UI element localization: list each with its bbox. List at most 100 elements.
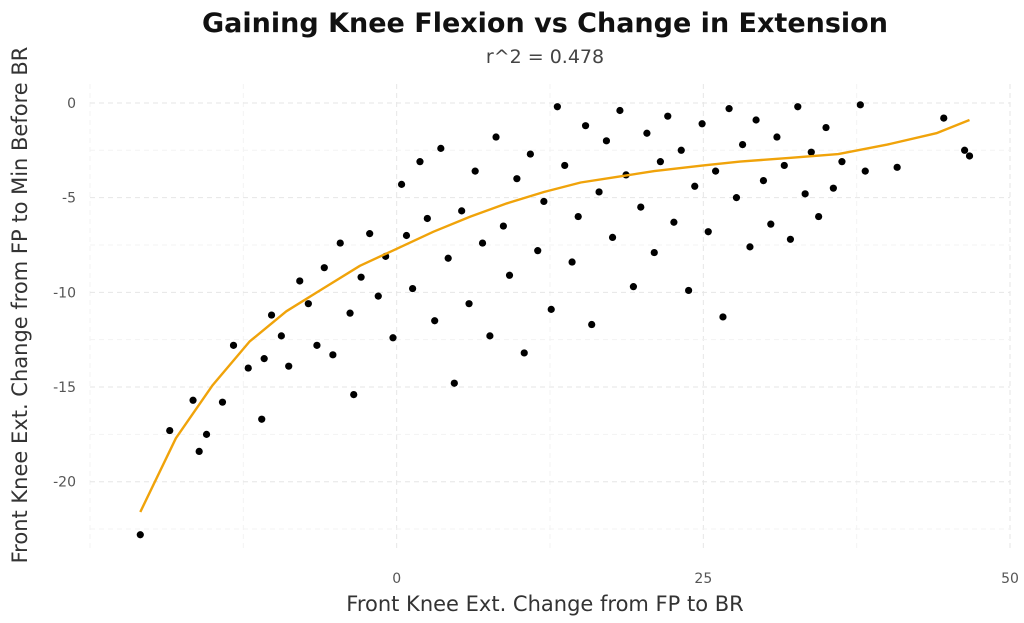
data-point — [719, 313, 727, 321]
data-point — [166, 426, 174, 435]
data-point — [553, 103, 561, 111]
data-point — [602, 137, 611, 145]
data-point — [471, 167, 479, 175]
trend-line — [139, 118, 970, 513]
data-point — [416, 158, 424, 166]
data-point — [285, 362, 293, 370]
y-axis-label: Front Knee Ext. Change from FP to Min Be… — [8, 47, 32, 564]
data-point — [526, 150, 534, 158]
data-point — [329, 351, 337, 359]
data-point — [350, 390, 358, 399]
data-point — [807, 148, 815, 156]
data-point — [637, 203, 645, 211]
data-point — [357, 273, 365, 281]
data-point — [752, 116, 760, 124]
data-point — [815, 212, 823, 221]
x-tick-label: 50 — [1001, 571, 1019, 587]
data-point — [650, 248, 658, 257]
x-tick-label: 25 — [694, 571, 712, 587]
data-point — [581, 122, 590, 130]
data-point — [499, 222, 507, 230]
data-point — [704, 228, 712, 236]
trend-line-group — [139, 118, 970, 513]
data-point — [685, 286, 693, 295]
y-tick-label: -20 — [53, 475, 76, 491]
data-point — [588, 320, 596, 329]
chart-subtitle: r^2 = 0.478 — [486, 46, 604, 68]
data-point — [677, 146, 685, 154]
data-point — [893, 163, 901, 171]
data-point — [478, 239, 487, 247]
data-point — [738, 141, 747, 149]
data-point — [732, 194, 741, 202]
data-point — [409, 284, 417, 293]
data-point — [423, 214, 431, 223]
data-point — [838, 158, 846, 166]
y-tick-label: -5 — [62, 191, 76, 207]
data-point — [773, 133, 781, 141]
data-point — [616, 106, 624, 115]
data-point — [574, 212, 582, 221]
x-axis-label: Front Knee Ext. Change from FP to BR — [346, 592, 743, 616]
data-point — [561, 161, 569, 170]
y-tick-label: -15 — [53, 380, 76, 396]
data-point — [822, 123, 830, 132]
data-point — [595, 188, 603, 196]
data-point — [759, 176, 768, 185]
data-point — [267, 311, 276, 319]
data-point — [229, 341, 238, 349]
x-tick-label: 0 — [392, 571, 401, 587]
data-point — [304, 300, 312, 308]
data-point — [336, 239, 344, 247]
data-point — [244, 364, 252, 372]
data-point — [940, 114, 948, 122]
data-point — [296, 277, 304, 285]
data-point — [260, 355, 268, 363]
data-point — [458, 207, 466, 215]
data-point — [656, 158, 665, 166]
data-point — [346, 309, 354, 317]
data-point — [568, 258, 576, 266]
data-points — [136, 101, 974, 539]
data-point — [664, 112, 672, 120]
data-point — [861, 167, 869, 175]
data-point — [402, 231, 411, 240]
data-point — [202, 430, 211, 438]
data-point — [540, 197, 548, 206]
data-point — [780, 161, 788, 170]
data-point — [218, 398, 227, 406]
data-point — [746, 243, 754, 251]
data-point — [505, 271, 514, 279]
data-point — [195, 447, 203, 456]
data-point — [389, 334, 397, 342]
data-point — [534, 247, 542, 255]
data-point — [313, 341, 321, 349]
data-point — [189, 396, 197, 404]
data-point — [258, 415, 266, 423]
data-point — [691, 182, 699, 190]
data-point — [712, 167, 720, 175]
data-point — [486, 332, 494, 340]
data-point — [136, 531, 144, 539]
data-point — [444, 254, 452, 262]
data-point — [320, 264, 328, 272]
data-point — [786, 235, 795, 243]
data-point — [437, 144, 445, 152]
data-point — [374, 292, 382, 300]
grid — [89, 84, 1011, 548]
data-point — [465, 300, 473, 308]
data-point — [431, 317, 439, 325]
data-point — [277, 332, 285, 340]
data-point — [629, 283, 638, 291]
data-point — [397, 180, 406, 188]
data-point — [492, 133, 500, 141]
data-point — [366, 230, 374, 238]
data-point — [829, 184, 837, 192]
data-point — [450, 379, 458, 387]
data-point — [961, 146, 969, 154]
chart-title: Gaining Knee Flexion vs Change in Extens… — [202, 8, 888, 39]
data-point — [725, 105, 733, 113]
data-point — [856, 101, 864, 109]
